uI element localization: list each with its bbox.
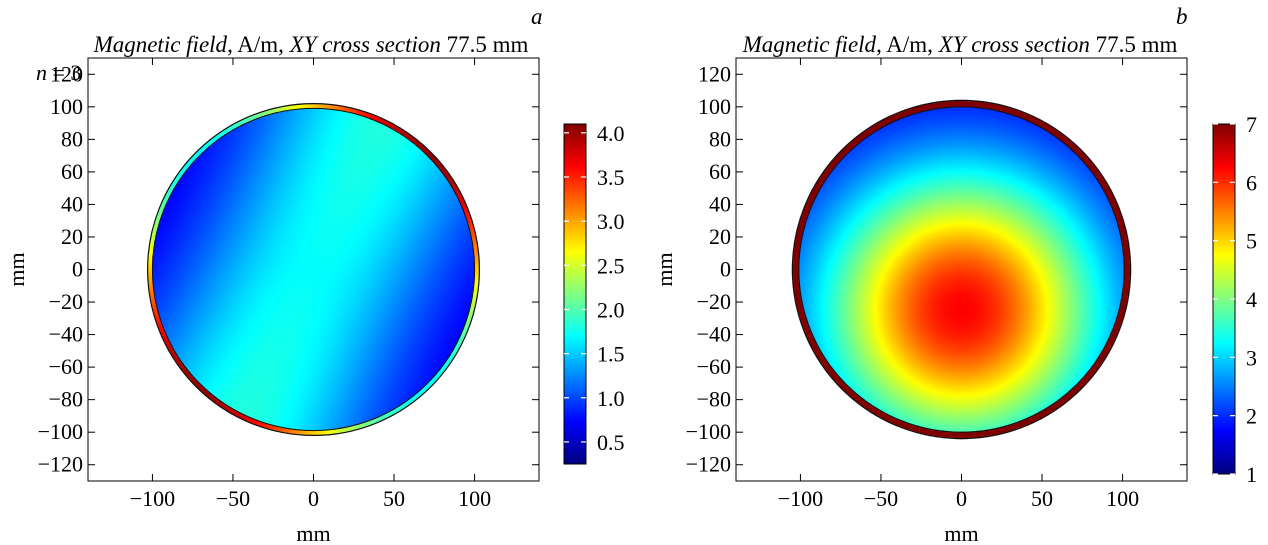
y-tick-label: 100 bbox=[50, 94, 83, 119]
colorbar-tick-label: 4.0 bbox=[597, 121, 625, 146]
title-upright-1: , A/m, bbox=[227, 32, 290, 57]
title-italic-2: XY cross section bbox=[938, 32, 1090, 57]
y-tick-label: 60 bbox=[61, 159, 83, 184]
colorbar-tick-label: 1.5 bbox=[597, 342, 625, 367]
chart-panel-b: b Magnetic field, A/m, XY cross section 7… bbox=[652, 4, 1257, 545]
y-tick-label: 120 bbox=[698, 61, 731, 86]
outer-boundary bbox=[146, 102, 481, 437]
y-tick-label: −120 bbox=[686, 452, 731, 477]
chart-title: Magnetic field, A/m, XY cross section 77… bbox=[93, 32, 529, 57]
title-italic-1: Magnetic field bbox=[742, 32, 877, 57]
y-tick-label: −60 bbox=[697, 354, 731, 379]
x-tick-label: 0 bbox=[956, 486, 967, 511]
y-tick-label: −100 bbox=[686, 419, 731, 444]
y-tick-label: 80 bbox=[61, 126, 83, 151]
title-upright-1: , A/m, bbox=[876, 32, 939, 57]
y-tick-label: 40 bbox=[709, 191, 731, 216]
y-tick-label: −40 bbox=[49, 322, 83, 347]
chart-title: Magnetic field, A/m, XY cross section 77… bbox=[742, 32, 1178, 57]
field-heatmap bbox=[790, 98, 1133, 441]
colorbar-tick-label: 7 bbox=[1246, 112, 1257, 137]
x-axis-label: mm bbox=[296, 521, 330, 545]
colorbar-tick-label: 2 bbox=[1246, 404, 1257, 429]
field-heatmap bbox=[145, 101, 482, 438]
colorbar-tick-label: 4 bbox=[1246, 287, 1257, 312]
colorbar bbox=[563, 123, 587, 465]
y-tick-label: −40 bbox=[697, 322, 731, 347]
x-tick-label: −50 bbox=[864, 486, 898, 511]
outer-boundary bbox=[791, 99, 1132, 440]
x-tick-label: 50 bbox=[383, 486, 405, 511]
inner-boundary bbox=[151, 107, 476, 432]
y-tick-label: −120 bbox=[38, 452, 83, 477]
y-tick-label: −100 bbox=[38, 419, 83, 444]
x-tick-label: 100 bbox=[458, 486, 491, 511]
y-tick-label: 100 bbox=[698, 94, 731, 119]
y-tick-label: 20 bbox=[709, 224, 731, 249]
y-tick-label: 120 bbox=[50, 61, 83, 86]
title-italic-2: XY cross section bbox=[289, 32, 441, 57]
y-tick-label: 60 bbox=[709, 159, 731, 184]
colorbar-tick-label: 1.0 bbox=[597, 386, 625, 411]
y-tick-label: −80 bbox=[49, 387, 83, 412]
colorbar-tick-label: 3.0 bbox=[597, 209, 625, 234]
annotation-rest: = 3 bbox=[47, 60, 81, 85]
colorbar-tick-label: 1 bbox=[1246, 462, 1257, 487]
y-tick-label: 40 bbox=[61, 191, 83, 216]
x-axis-label: mm bbox=[944, 521, 978, 545]
y-tick-label: −20 bbox=[49, 289, 83, 314]
colorbar-tick-label: 3.5 bbox=[597, 165, 625, 190]
title-italic-1: Magnetic field bbox=[93, 32, 228, 57]
y-axis-label: mm bbox=[4, 252, 29, 286]
x-tick-label: −100 bbox=[778, 486, 823, 511]
inner-boundary bbox=[798, 106, 1125, 433]
y-tick-label: −60 bbox=[49, 354, 83, 379]
colorbar-tick-label: 0.5 bbox=[597, 430, 625, 455]
y-tick-label: 20 bbox=[61, 224, 83, 249]
x-tick-label: −100 bbox=[130, 486, 175, 511]
panel-label: b bbox=[1176, 4, 1188, 29]
colorbar-tick-label: 5 bbox=[1246, 229, 1257, 254]
colorbar-tick-label: 6 bbox=[1246, 170, 1257, 195]
x-tick-label: 0 bbox=[308, 486, 319, 511]
title-upright-2: 77.5 mm bbox=[1090, 32, 1178, 57]
colorbar-tick-label: 2.0 bbox=[597, 297, 625, 322]
x-tick-label: −50 bbox=[216, 486, 250, 511]
colorbar-tick-label: 3 bbox=[1246, 345, 1257, 370]
y-axis-label: mm bbox=[652, 252, 677, 286]
annotation-n: n = 3 bbox=[36, 60, 81, 85]
panel-label: a bbox=[531, 4, 543, 29]
y-tick-label: 0 bbox=[72, 257, 83, 282]
y-tick-label: −80 bbox=[697, 387, 731, 412]
annotation-italic: n bbox=[36, 60, 47, 85]
y-tick-label: 0 bbox=[720, 257, 731, 282]
y-tick-label: −20 bbox=[697, 289, 731, 314]
y-tick-label: 80 bbox=[709, 126, 731, 151]
x-tick-label: 50 bbox=[1031, 486, 1053, 511]
title-upright-2: 77.5 mm bbox=[441, 32, 529, 57]
colorbar-tick-label: 2.5 bbox=[597, 253, 625, 278]
x-tick-label: 100 bbox=[1106, 486, 1139, 511]
